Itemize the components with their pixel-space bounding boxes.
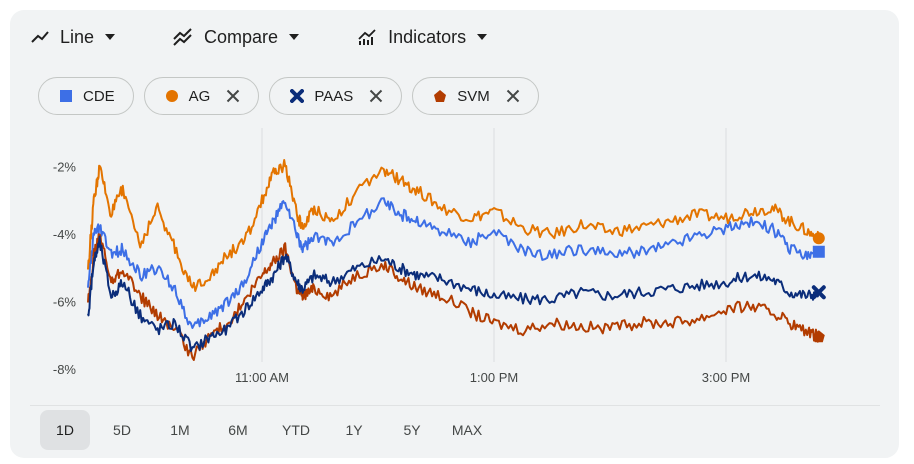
- range-button-ytd[interactable]: YTD: [282, 422, 310, 438]
- range-selector: 1D 5D 1M 6M YTD 1Y 5Y MAX: [40, 410, 496, 450]
- caret-down-icon: [289, 34, 300, 40]
- close-icon[interactable]: [506, 89, 520, 103]
- close-icon[interactable]: [226, 89, 240, 103]
- indicators-icon: [358, 29, 376, 45]
- range-button-1d[interactable]: 1D: [40, 410, 90, 450]
- series-line-ag: [87, 159, 820, 292]
- x-tick-label: 1:00 PM: [470, 370, 518, 385]
- line-chart-icon: [31, 31, 49, 43]
- divider: [30, 405, 880, 406]
- indicators-dropdown[interactable]: Indicators: [356, 27, 498, 48]
- chart-type-dropdown[interactable]: Line: [30, 27, 126, 48]
- range-button-5d[interactable]: 5D: [113, 422, 131, 438]
- series-end-marker-cde: [812, 245, 825, 258]
- chart-toolbar: Line Compare Indicators: [30, 22, 544, 52]
- range-button-1m[interactable]: 1M: [170, 422, 190, 438]
- price-chart: 11:00 AM 1:00 PM 3:00 PM -2% -4% -6% -8%: [53, 128, 826, 385]
- pentagon-marker-icon: [433, 89, 447, 103]
- series-end-marker-svm: [812, 330, 825, 343]
- range-button-max[interactable]: MAX: [451, 422, 483, 438]
- range-button-5y[interactable]: 5Y: [403, 422, 421, 438]
- close-icon[interactable]: [369, 89, 383, 103]
- chip-label: SVM: [457, 87, 490, 105]
- y-tick-label: -8%: [53, 362, 77, 377]
- y-tick-label: -6%: [53, 294, 77, 309]
- compare-chip-svm[interactable]: SVM: [412, 77, 539, 115]
- indicators-label: Indicators: [388, 26, 467, 47]
- chip-label: CDE: [83, 87, 115, 105]
- compare-chip-ag[interactable]: AG: [143, 77, 260, 115]
- x-tick-label: 3:00 PM: [702, 370, 750, 385]
- compare-dropdown[interactable]: Compare: [172, 27, 310, 48]
- circle-marker-icon: [165, 89, 179, 103]
- compare-chip-paas[interactable]: PAAS: [269, 77, 403, 115]
- series-line-svm: [87, 233, 820, 361]
- range-button-6m[interactable]: 6M: [228, 422, 248, 438]
- y-tick-label: -4%: [53, 227, 77, 242]
- caret-down-icon: [105, 34, 116, 40]
- series-line-cde: [87, 197, 820, 329]
- compare-label: Compare: [204, 26, 279, 47]
- caret-down-icon: [477, 34, 488, 40]
- chart-type-label: Line: [60, 26, 95, 47]
- series-line-paas: [87, 235, 820, 352]
- comparison-chips: CDE AG PAAS SVM: [38, 77, 549, 115]
- compare-chip-cde[interactable]: CDE: [38, 77, 134, 115]
- chip-label: PAAS: [314, 87, 354, 105]
- y-tick-label: -2%: [53, 159, 77, 174]
- series-end-marker-ag: [812, 232, 825, 245]
- square-marker-icon: [59, 89, 73, 103]
- range-button-1y[interactable]: 1Y: [345, 422, 363, 438]
- x-tick-label: 11:00 AM: [235, 370, 289, 385]
- series-end-marker-paas: [811, 285, 826, 300]
- cross-marker-icon: [290, 89, 305, 103]
- compare-icon: [173, 28, 192, 46]
- chip-label: AG: [188, 87, 211, 105]
